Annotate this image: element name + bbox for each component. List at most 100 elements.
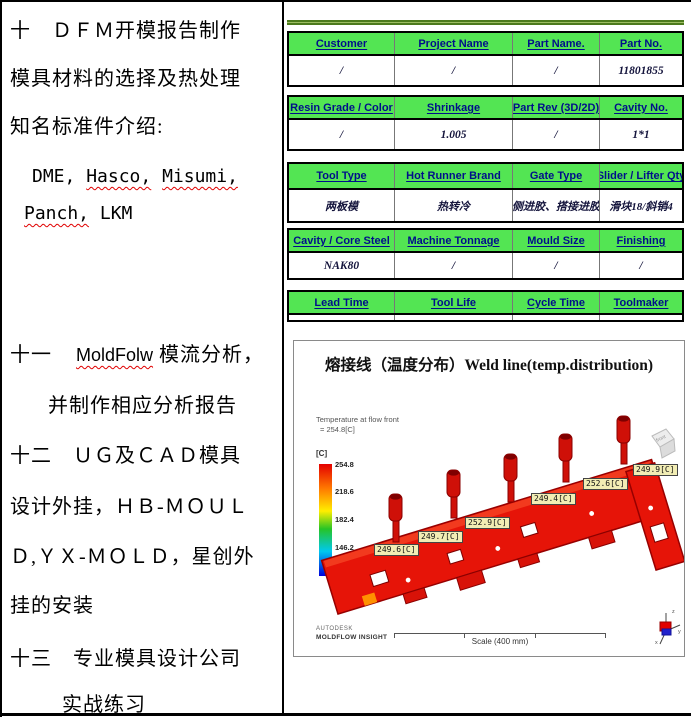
moldfolw-word: MoldFolw xyxy=(76,345,154,365)
value-cell-part-no: 11801855 xyxy=(599,56,682,85)
brand-panch: Panch, xyxy=(24,203,90,224)
value-cell: / xyxy=(394,253,512,278)
temperature-colorbar xyxy=(319,464,332,576)
outline-line: 设计外挂，ＨＢ-ＭＯＵＬ xyxy=(10,496,249,518)
view-cube-icon: front xyxy=(651,428,676,459)
header-cell: Toolmaker xyxy=(599,292,682,313)
value-cell xyxy=(599,315,682,320)
header-cell: Part Name. xyxy=(512,33,599,54)
scale-label: Scale (400 mm) xyxy=(471,637,529,646)
axis-triad-icon: z y x xyxy=(655,609,681,646)
header-cell: Gate Type xyxy=(512,164,599,188)
svg-text:front: front xyxy=(655,434,667,444)
value-cell: / xyxy=(339,128,344,141)
value-cell xyxy=(512,315,599,320)
temp-annotation: 252.9[C] xyxy=(465,517,510,529)
value-cell: 滑块18/斜销4 xyxy=(599,190,682,221)
value-cell: / xyxy=(512,56,599,85)
moldflow-analysis-image[interactable]: 熔接线（温度分布）Weld line(temp.distribution) Te… xyxy=(293,340,685,657)
brand-lkm: LKM xyxy=(99,203,133,224)
item11-number: 十一 xyxy=(10,344,52,366)
header-cell: Finishing xyxy=(599,230,682,251)
header-cell: Hot Runner Brand xyxy=(394,164,512,188)
header-cell: Machine Tonnage xyxy=(394,230,512,251)
column-divider xyxy=(282,0,284,716)
header-cell: Part No. xyxy=(599,33,682,54)
temp-annotation: 249.4[C] xyxy=(531,493,576,505)
table-section-tool: Tool Type Hot Runner Brand Gate Type Sli… xyxy=(287,162,684,223)
moldflow-title: 熔接线（温度分布）Weld line(temp.distribution) xyxy=(324,357,654,374)
images-column: Customer Project Name Part Name. Part No… xyxy=(285,2,691,716)
header-cell: Slider / Lifter Qty xyxy=(599,164,682,188)
value-cell: / xyxy=(394,56,512,85)
header-cell: Cavity No. xyxy=(599,97,682,118)
outline-line: 挂的安装 xyxy=(10,595,94,617)
outline-line-brands-2: Panch, LKM xyxy=(24,203,132,224)
outline-line: Ｄ,ＹＸ-ＭＯＬＤ，星创外 xyxy=(10,546,255,568)
temp-annotation: 252.6[C] xyxy=(583,478,628,490)
green-divider-rule xyxy=(287,20,684,25)
temp-annotation: 249.7[C] xyxy=(418,531,463,543)
table-section-steel: Cavity / Core Steel Machine Tonnage Moul… xyxy=(287,228,684,280)
legend-caption: Temperature at flow front xyxy=(316,415,399,424)
header-cell: Tool Type xyxy=(289,164,394,188)
value-cell xyxy=(289,315,394,320)
outline-line-item11: 十一 MoldFolw 模流分析， xyxy=(10,338,264,367)
value-cell: 两板模 xyxy=(325,200,358,213)
colorbar-tick: 182.4 xyxy=(335,515,354,524)
value-cell-cavity: 1*1 xyxy=(599,120,682,149)
svg-text:y: y xyxy=(678,629,681,635)
header-cell: Project Name xyxy=(394,33,512,54)
outline-line: 模具材料的选择及热处理 xyxy=(10,68,241,90)
value-cell: 侧进胶、搭接进胶 xyxy=(512,190,599,221)
svg-text:z: z xyxy=(672,609,675,615)
legend-unit: [C] xyxy=(316,449,328,458)
colorbar-tick: 218.6 xyxy=(335,487,354,496)
value-cell: / xyxy=(512,120,599,149)
value-cell: 热转冷 xyxy=(394,190,512,221)
svg-text:x: x xyxy=(655,640,658,646)
outline-line: 知名标准件介绍: xyxy=(10,116,164,138)
colorbar-tick: 254.8 xyxy=(335,460,354,469)
value-cell xyxy=(394,315,512,320)
outline-line-item13: 十三 专业模具设计公司 xyxy=(10,648,241,670)
autodesk-brand-text: AUTODESK xyxy=(316,626,353,632)
outline-line: 并制作相应分析报告 xyxy=(48,395,237,417)
header-cell: Lead Time xyxy=(289,292,394,313)
outline-line-brands-1: DME, Hasco, Misumi, xyxy=(32,166,238,187)
header-cell: Tool Life xyxy=(394,292,512,313)
table-section-customer: Customer Project Name Part Name. Part No… xyxy=(287,31,684,87)
table-section-leadtime: Lead Time Tool Life Cycle Time Toolmaker xyxy=(287,290,684,322)
header-cell: Part Rev (3D/2D) xyxy=(512,97,599,118)
table-border-left xyxy=(0,0,2,717)
clipped-value-row xyxy=(289,315,682,320)
header-cell: Cycle Time xyxy=(512,292,599,313)
value-cell: / xyxy=(339,64,344,77)
temp-annotation: 249.6[C] xyxy=(374,544,419,556)
mold-part-render: front z y x xyxy=(320,415,684,646)
value-cell: / xyxy=(599,253,682,278)
outline-line-item10: 十 ＤＦＭ开模报告制作 xyxy=(10,20,241,42)
value-cell: / xyxy=(512,253,599,278)
temp-annotation: 249.9[C] xyxy=(633,464,678,476)
moldflow-insight-brand-text: MOLDFLOW INSIGHT xyxy=(316,634,388,641)
header-cell: Customer xyxy=(289,33,394,54)
scale-bar xyxy=(394,633,606,638)
table-border-top xyxy=(0,0,691,2)
header-cell: Resin Grade / Color xyxy=(289,97,394,118)
value-cell-shrinkage: 1.005 xyxy=(394,120,512,149)
header-cell: Mould Size xyxy=(512,230,599,251)
table-border-bottom xyxy=(0,713,691,716)
table-section-resin: Resin Grade / Color Shrinkage Part Rev (… xyxy=(287,95,684,151)
dfm-report-table-image[interactable]: Customer Project Name Part Name. Part No… xyxy=(287,8,684,322)
legend-caption-value: = 254.8[C] xyxy=(320,425,355,434)
colorbar-tick: 146.2 xyxy=(335,543,354,552)
header-cell: Cavity / Core Steel xyxy=(289,230,394,251)
outline-line: 实战练习 xyxy=(62,694,146,716)
brand-dme: DME, xyxy=(32,166,76,187)
item11-text: 模流分析， xyxy=(159,344,265,366)
outline-text-column: 十 ＤＦＭ开模报告制作 模具材料的选择及热处理 知名标准件介绍: DME, Ha… xyxy=(2,2,282,716)
value-cell-steel: NAK80 xyxy=(323,259,360,272)
brand-misumi: Misumi, xyxy=(162,166,238,187)
